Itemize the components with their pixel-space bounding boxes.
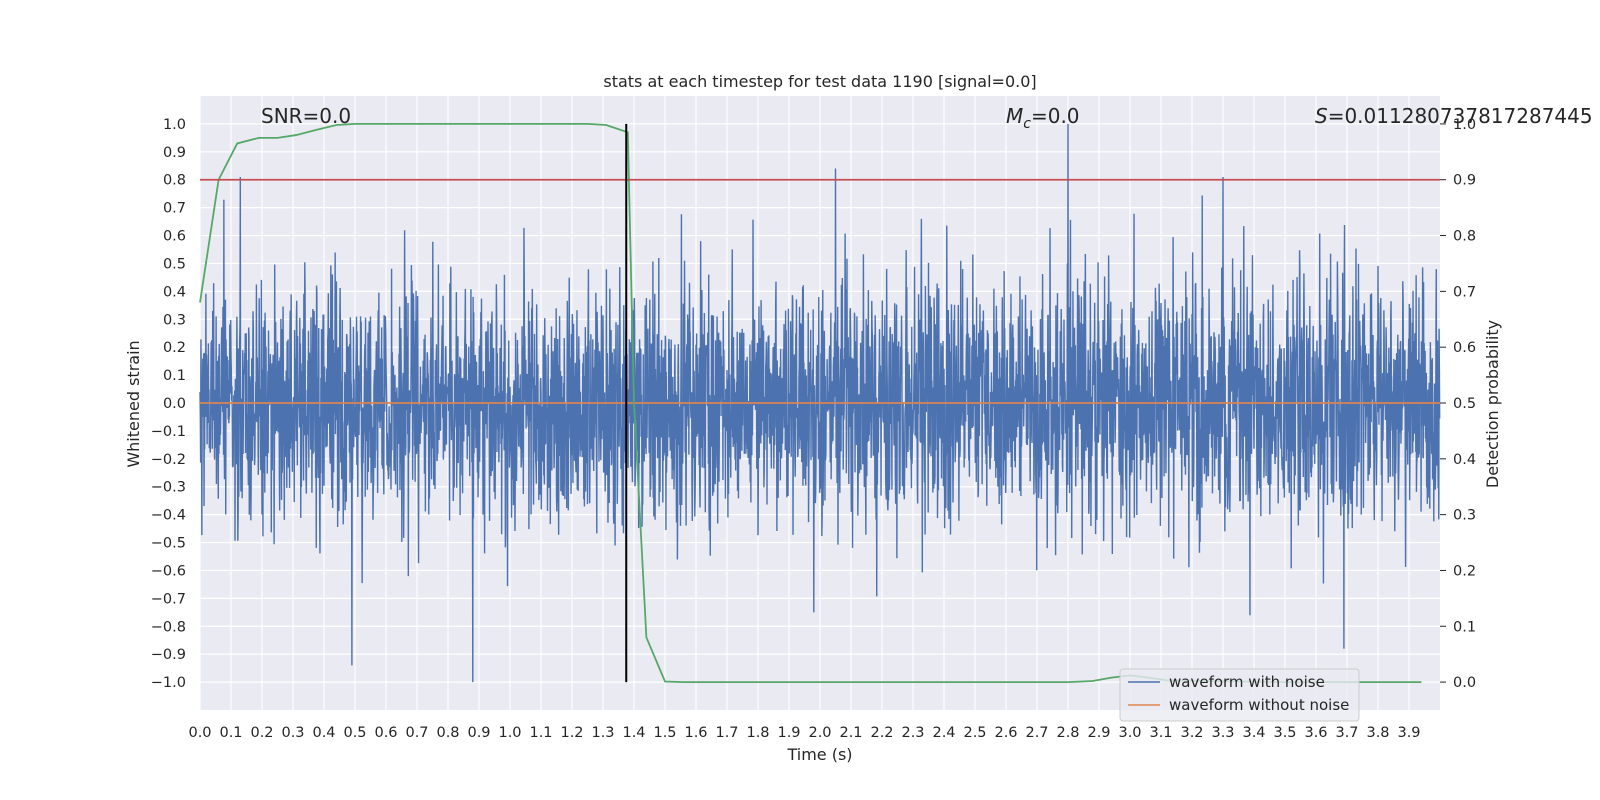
x-tick-1: 0.1 bbox=[219, 725, 242, 741]
y-tick-4: −0.6 bbox=[151, 563, 186, 579]
s-annotation: S=0.011280737817287445 bbox=[1315, 104, 1593, 128]
detection-probability-line bbox=[199, 123, 1422, 683]
x-tick-13: 1.3 bbox=[591, 725, 614, 741]
x-tick-24: 2.4 bbox=[932, 725, 955, 741]
x-tick-28: 2.8 bbox=[1056, 725, 1079, 741]
x-tick-6: 0.6 bbox=[374, 725, 397, 741]
x-tick-25: 2.5 bbox=[963, 725, 986, 741]
y2-tick-2: 0.2 bbox=[1453, 563, 1476, 579]
y-tick-7: −0.3 bbox=[151, 480, 186, 496]
x-tick-15: 1.5 bbox=[653, 725, 676, 741]
legend: waveform with noise waveform without noi… bbox=[1119, 668, 1360, 722]
series-lines bbox=[199, 123, 1440, 683]
y-tick-11: 0.1 bbox=[163, 368, 186, 384]
x-tick-39: 3.9 bbox=[1397, 725, 1420, 741]
snr-annotation: SNR=0.0 bbox=[261, 104, 351, 128]
y2-ticks: 0.0 0.1 0.2 0.3 0.4 0.5 0.6 0.7 0.8 0.9 1.0 bbox=[1440, 117, 1476, 691]
x-tick-37: 3.7 bbox=[1335, 725, 1358, 741]
x-tick-12: 1.2 bbox=[560, 725, 583, 741]
x-tick-16: 1.6 bbox=[684, 725, 707, 741]
x-tick-29: 2.9 bbox=[1087, 725, 1110, 741]
y-tick-8: −0.2 bbox=[151, 452, 186, 468]
mc-subscript: c bbox=[1023, 116, 1031, 132]
x-tick-30: 3.0 bbox=[1118, 725, 1141, 741]
x-tick-27: 2.7 bbox=[1025, 725, 1048, 741]
noise-series bbox=[199, 123, 1441, 683]
x-tick-5: 0.5 bbox=[343, 725, 366, 741]
y2-tick-10: 1.0 bbox=[1453, 117, 1476, 133]
y-tick-20: 1.0 bbox=[163, 117, 186, 133]
x-tick-11: 1.1 bbox=[529, 725, 552, 741]
y-tick-10: 0.0 bbox=[163, 396, 186, 412]
y-tick-18: 0.8 bbox=[163, 173, 186, 189]
legend-box bbox=[1119, 668, 1360, 722]
y-tick-6: −0.4 bbox=[151, 508, 186, 524]
chart-title: stats at each timestep for test data 119… bbox=[603, 72, 1036, 91]
x-tick-34: 3.4 bbox=[1242, 725, 1265, 741]
x-tick-7: 0.7 bbox=[405, 725, 428, 741]
y-ticks: −1.0 −0.9 −0.8 −0.7 −0.6 −0.5 −0.4 −0.3 −0.2 −0.1… bbox=[151, 117, 186, 691]
x-tick-14: 1.4 bbox=[622, 725, 645, 741]
y-tick-2: −0.8 bbox=[151, 619, 186, 635]
x-tick-36: 3.6 bbox=[1304, 725, 1327, 741]
x-tick-26: 2.6 bbox=[994, 725, 1017, 741]
y2-tick-9: 0.9 bbox=[1453, 173, 1476, 189]
legend-label-clean: waveform without noise bbox=[1169, 696, 1349, 714]
y2-tick-6: 0.6 bbox=[1453, 340, 1476, 356]
y-tick-0: −1.0 bbox=[151, 675, 186, 691]
x-ticks: 0.0 0.1 0.2 0.3 0.4 0.5 0.6 0.7 0.8 0.9 1.0 1.1 1.2 1… bbox=[188, 725, 1420, 741]
y-tick-14: 0.4 bbox=[163, 284, 186, 300]
x-tick-33: 3.3 bbox=[1211, 725, 1234, 741]
x-tick-38: 3.8 bbox=[1366, 725, 1389, 741]
x-tick-35: 3.5 bbox=[1273, 725, 1296, 741]
y-tick-13: 0.3 bbox=[163, 312, 186, 328]
y2-tick-8: 0.8 bbox=[1453, 229, 1476, 245]
x-tick-4: 0.4 bbox=[312, 725, 335, 741]
mc-value: =0.0 bbox=[1031, 104, 1080, 128]
x-tick-10: 1.0 bbox=[498, 725, 521, 741]
y2-tick-7: 0.7 bbox=[1453, 284, 1476, 300]
y-tick-19: 0.9 bbox=[163, 145, 186, 161]
y-tick-16: 0.6 bbox=[163, 229, 186, 245]
x-tick-31: 3.1 bbox=[1149, 725, 1172, 741]
x-tick-17: 1.7 bbox=[715, 725, 738, 741]
y-tick-12: 0.2 bbox=[163, 340, 186, 356]
s-symbol: S bbox=[1315, 104, 1328, 128]
x-tick-22: 2.2 bbox=[870, 725, 893, 741]
x-tick-9: 0.9 bbox=[467, 725, 490, 741]
y-axis-label: Whitened strain bbox=[124, 340, 143, 467]
y2-tick-0: 0.0 bbox=[1453, 675, 1476, 691]
y-tick-9: −0.1 bbox=[151, 424, 186, 440]
y-tick-3: −0.7 bbox=[151, 591, 186, 607]
x-tick-20: 2.0 bbox=[808, 725, 831, 741]
x-tick-21: 2.1 bbox=[839, 725, 862, 741]
mc-annotation: Mc=0.0 bbox=[1006, 104, 1080, 132]
y2-tick-1: 0.1 bbox=[1453, 619, 1476, 635]
y-tick-5: −0.5 bbox=[151, 536, 186, 552]
x-tick-2: 0.2 bbox=[250, 725, 273, 741]
y2-axis-label: Detection probability bbox=[1483, 320, 1502, 488]
y2-tick-4: 0.4 bbox=[1453, 452, 1476, 468]
x-tick-3: 0.3 bbox=[281, 725, 304, 741]
x-tick-32: 3.2 bbox=[1180, 725, 1203, 741]
legend-label-noise: waveform with noise bbox=[1169, 673, 1325, 691]
y-tick-1: −0.9 bbox=[151, 647, 186, 663]
waveform-with-noise-line bbox=[199, 123, 1441, 683]
y2-tick-3: 0.3 bbox=[1453, 508, 1476, 524]
x-axis-label: Time (s) bbox=[786, 745, 852, 764]
x-tick-19: 1.9 bbox=[777, 725, 800, 741]
mc-symbol: M bbox=[1006, 104, 1023, 128]
y2-tick-5: 0.5 bbox=[1453, 396, 1476, 412]
y-tick-17: 0.7 bbox=[163, 201, 186, 217]
y-tick-15: 0.5 bbox=[163, 256, 186, 272]
x-tick-18: 1.8 bbox=[746, 725, 769, 741]
x-tick-0: 0.0 bbox=[188, 725, 211, 741]
x-tick-8: 0.8 bbox=[436, 725, 459, 741]
s-value: =0.011280737817287445 bbox=[1328, 104, 1593, 128]
x-tick-23: 2.3 bbox=[901, 725, 924, 741]
